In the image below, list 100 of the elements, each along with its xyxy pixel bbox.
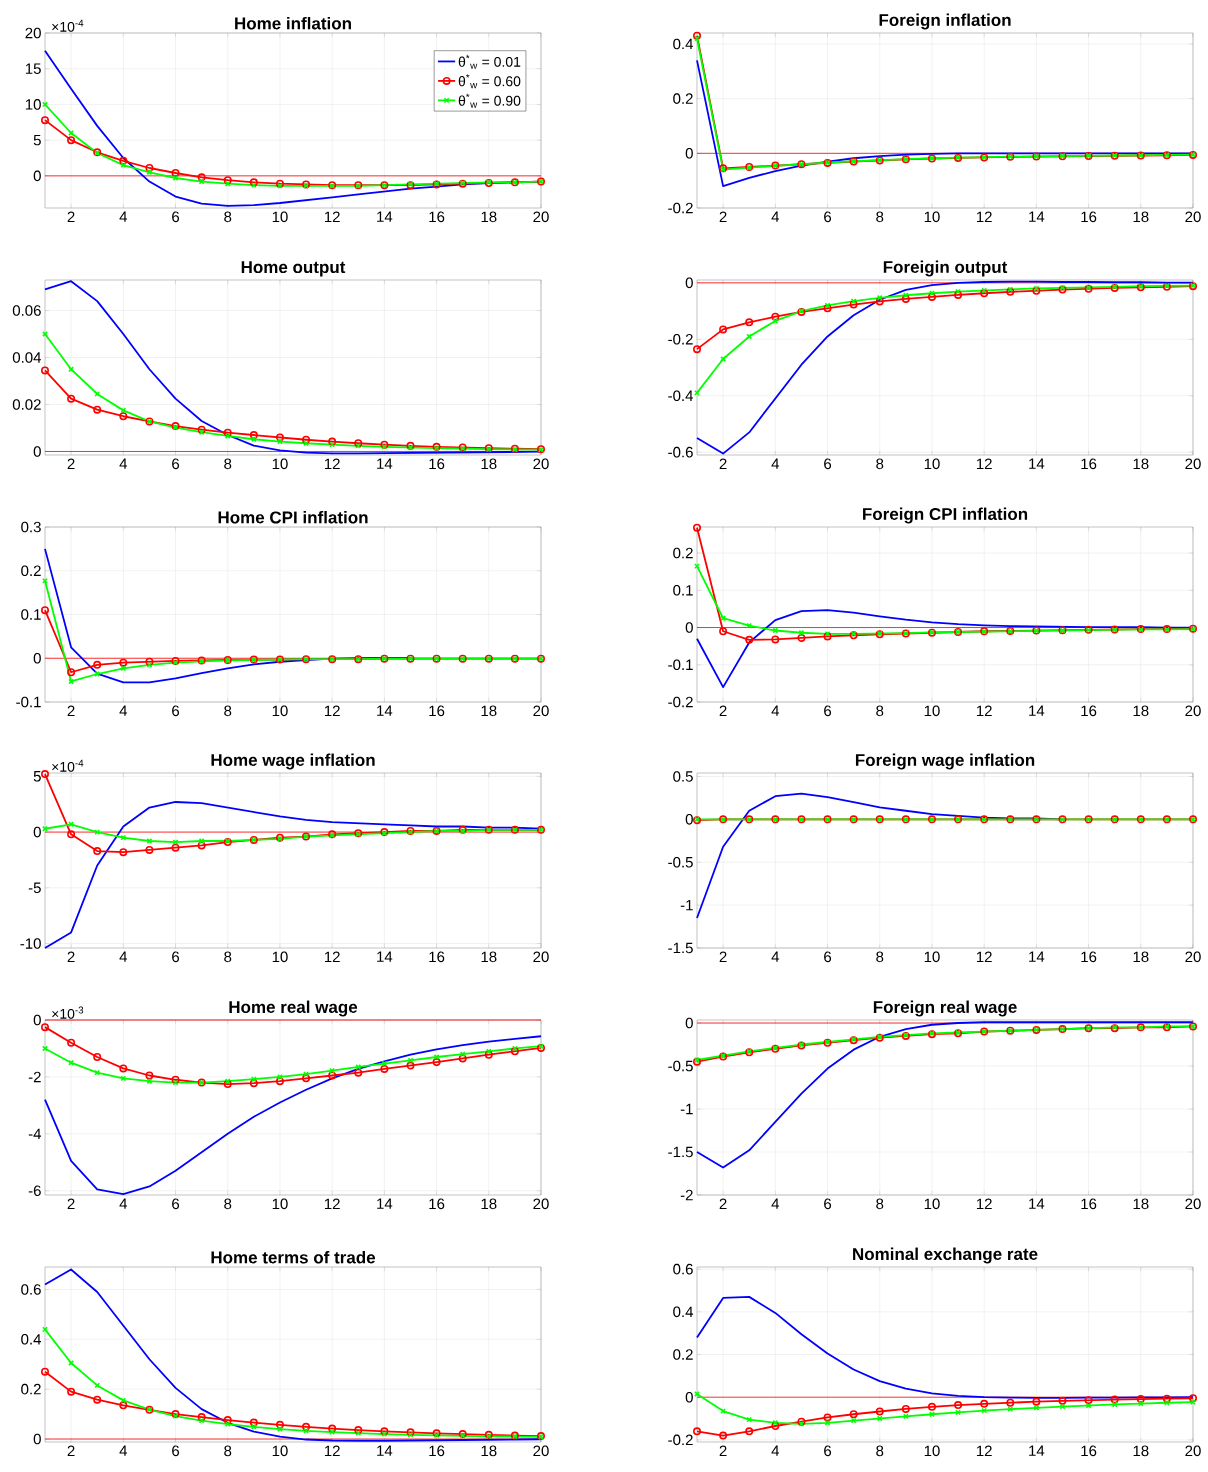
x-tick-label: 8 xyxy=(224,1198,232,1210)
chart-title: Foreign wage inflation xyxy=(855,753,1035,770)
x-tick-label: 8 xyxy=(876,951,884,963)
x-tick-label: 14 xyxy=(1029,1445,1045,1456)
chart-title: Home wage inflation xyxy=(211,753,375,770)
x-tick-label: 18 xyxy=(481,458,497,470)
x-tick-label: 18 xyxy=(1133,1445,1149,1457)
x-tick-label: 14 xyxy=(1029,458,1045,469)
x-tick-label: 18 xyxy=(481,1198,497,1210)
x-tick-label: 16 xyxy=(429,705,445,717)
x-tick-label: 8 xyxy=(224,951,232,963)
y-tick-label: 0.04 xyxy=(12,352,42,363)
y-tick-label: 0 xyxy=(685,1017,693,1029)
y-tick-label: -0.6 xyxy=(668,446,693,458)
y-tick-label: 0.2 xyxy=(21,565,41,577)
x-tick-label: 12 xyxy=(324,705,340,717)
chart-title: Home inflation xyxy=(235,16,351,30)
x-tick-label: 16 xyxy=(1081,951,1097,963)
y-tick-label: 0.2 xyxy=(673,1349,693,1360)
x-tick-label: 14 xyxy=(377,458,393,469)
x-tick-label: 18 xyxy=(481,211,497,223)
x-tick-label: 12 xyxy=(976,211,992,223)
y-tick-label: 0.5 xyxy=(673,771,693,782)
x-tick-label: 10 xyxy=(272,951,288,963)
chart-title: Foreigin output xyxy=(883,260,1008,277)
y-tick-label: 5 xyxy=(33,134,41,146)
x-tick-label: 12 xyxy=(976,1445,992,1457)
y-tick-label: 0.6 xyxy=(673,1263,693,1275)
x-tick-label: 8 xyxy=(876,458,884,470)
y-tick-label: 0 xyxy=(685,148,693,159)
y-tick-label: 0 xyxy=(685,814,693,825)
y-tick-label: -2 xyxy=(680,1189,693,1201)
x-tick-label: 2 xyxy=(67,1198,75,1210)
y-tick-label: -1.5 xyxy=(668,942,693,954)
x-tick-label: 18 xyxy=(1133,458,1149,470)
text: ×10$^{-4}$ xyxy=(52,19,84,32)
x-tick-label: 14 xyxy=(377,1198,393,1209)
x-tick-label: 8 xyxy=(224,1445,232,1457)
x-tick-label: 6 xyxy=(172,1198,180,1210)
y-tick-label: -0.4 xyxy=(668,390,694,402)
x-tick-label: 4 xyxy=(771,1445,780,1456)
y-tick-label: 5 xyxy=(33,771,41,782)
x-tick-label: 18 xyxy=(481,1445,497,1457)
x-tick-label: 6 xyxy=(172,1445,180,1457)
x-tick-label: 12 xyxy=(324,211,340,223)
x-tick-label: 10 xyxy=(924,1445,940,1457)
y-tick-label: 0 xyxy=(33,826,41,838)
x-tick-label: 20 xyxy=(533,705,549,717)
x-tick-label: 4 xyxy=(119,705,128,716)
y-tick-label: -0.5 xyxy=(668,856,693,868)
x-tick-label: 6 xyxy=(824,1445,832,1457)
x-tick-label: 14 xyxy=(1029,1198,1045,1209)
x-tick-label: 4 xyxy=(119,1198,128,1209)
x-tick-label: 20 xyxy=(533,1198,549,1210)
x-tick-label: 4 xyxy=(119,211,128,222)
x-tick-label: 12 xyxy=(324,951,340,963)
x-tick-label: 2 xyxy=(67,211,75,223)
y-tick-label: -0.1 xyxy=(668,659,693,671)
x-tick-label: 4 xyxy=(771,705,780,716)
x-tick-label: 4 xyxy=(119,458,128,469)
y-tick-label: 0.6 xyxy=(21,1284,41,1295)
y-tick-label: 0 xyxy=(33,1433,41,1445)
chart-title: Home terms of trade xyxy=(211,1251,376,1264)
y-tick-label: 0.4 xyxy=(673,1306,694,1318)
x-tick-label: 14 xyxy=(1029,705,1045,716)
x-tick-label: 20 xyxy=(533,951,549,963)
x-tick-label: 10 xyxy=(272,211,288,223)
x-tick-label: 4 xyxy=(119,1445,128,1456)
legend-label: θ$^{*}$$_{w}$ = 0.60 xyxy=(458,74,521,89)
y-tick-label: 0.1 xyxy=(21,609,41,620)
x-tick-label: 12 xyxy=(976,951,992,963)
x-tick-label: 18 xyxy=(1133,705,1149,717)
x-tick-label: 8 xyxy=(224,705,232,717)
x-tick-label: 14 xyxy=(377,951,393,962)
x-tick-label: 10 xyxy=(924,458,940,470)
chart-title: Nominal exchange rate xyxy=(853,1247,1038,1264)
x-tick-label: 2 xyxy=(67,705,75,717)
x-tick-label: 2 xyxy=(67,458,75,470)
y-tick-label: 0.02 xyxy=(12,399,41,410)
x-tick-label: 6 xyxy=(824,458,832,470)
x-tick-label: 14 xyxy=(377,705,393,716)
y-tick-label: 0.2 xyxy=(673,93,693,104)
x-tick-label: 20 xyxy=(1185,1445,1201,1457)
x-tick-label: 2 xyxy=(719,211,727,223)
x-tick-label: 12 xyxy=(324,1445,340,1457)
x-tick-label: 18 xyxy=(1133,951,1149,963)
x-tick-label: 16 xyxy=(429,1198,445,1210)
y-tick-label: -0.1 xyxy=(16,696,41,708)
x-tick-label: 20 xyxy=(533,458,549,470)
chart-title: Home real wage xyxy=(229,1000,358,1017)
x-tick-label: 6 xyxy=(172,211,180,223)
x-tick-label: 10 xyxy=(924,1198,940,1210)
y-tick-label: -10 xyxy=(20,938,41,949)
x-tick-label: 6 xyxy=(824,211,832,223)
y-tick-label: -0.2 xyxy=(668,1434,693,1446)
y-tick-label: 0.4 xyxy=(673,38,694,50)
x-tick-label: 4 xyxy=(771,458,780,469)
x-tick-label: 20 xyxy=(1185,951,1201,963)
legend-label: θ$^{*}$$_{w}$ = 0.01 xyxy=(458,54,521,69)
y-tick-label: 0.4 xyxy=(21,1333,42,1345)
